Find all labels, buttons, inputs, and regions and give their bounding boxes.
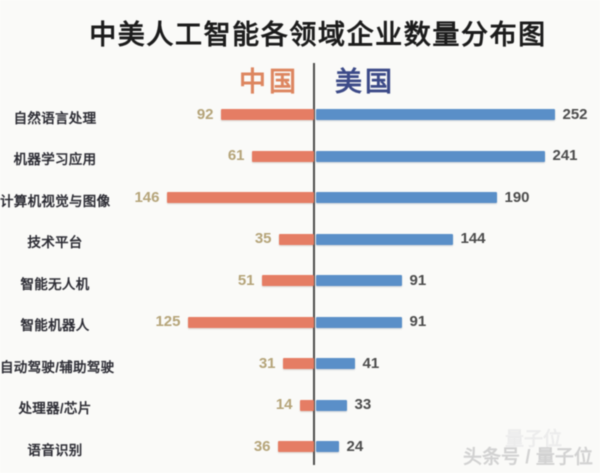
china-value-label: 35 <box>254 230 272 247</box>
usa-value-label: 190 <box>504 188 530 206</box>
watermark-ghost: 量子位 <box>505 429 563 450</box>
usa-value-label: 41 <box>362 354 380 372</box>
category-label: 自然语言处理 <box>13 110 97 126</box>
china-bar <box>251 150 314 162</box>
usa-bar <box>315 316 402 328</box>
category-label: 自动驾驶/辅助驾驶 <box>0 359 115 375</box>
usa-bar <box>315 109 555 120</box>
category-label: 智能无人机 <box>20 276 90 292</box>
usa-bar <box>315 441 339 452</box>
category-label: 语音识别 <box>27 442 83 458</box>
category-label: 处理器/芯片 <box>18 401 92 416</box>
china-bar <box>282 358 314 369</box>
china-bar <box>166 192 314 203</box>
china-bar <box>299 399 314 411</box>
usa-value-label: 241 <box>552 147 578 164</box>
usa-bar <box>315 399 347 411</box>
category-label: 技术平台 <box>27 235 83 250</box>
legend-china-label: 中国 <box>239 67 299 97</box>
category-label: 智能机器人 <box>20 318 90 333</box>
usa-value-label: 91 <box>409 271 427 289</box>
china-bar <box>261 275 314 286</box>
category-label: 机器学习应用 <box>13 152 97 167</box>
usa-bar <box>315 192 497 203</box>
category-label: 计算机视觉与图像 <box>0 193 111 209</box>
usa-value-label: 252 <box>562 105 588 123</box>
usa-value-label: 91 <box>409 313 427 330</box>
legend-usa-label: 美国 <box>335 67 395 97</box>
china-value-label: 14 <box>275 396 293 413</box>
china-value-label: 61 <box>227 147 245 164</box>
china-value-label: 146 <box>134 188 160 206</box>
china-value-label: 31 <box>258 354 276 372</box>
usa-value-label: 144 <box>460 230 486 247</box>
china-value-label: 92 <box>196 105 214 123</box>
china-bar <box>278 233 314 245</box>
usa-bar <box>315 150 545 162</box>
china-value-label: 125 <box>155 313 181 330</box>
usa-bar <box>315 358 355 369</box>
china-value-label: 51 <box>237 271 255 289</box>
usa-bar <box>315 233 453 245</box>
china-bar <box>277 441 314 452</box>
usa-bar <box>315 275 402 286</box>
usa-value-label: 24 <box>346 437 364 455</box>
china-value-label: 36 <box>253 437 271 455</box>
usa-value-label: 33 <box>354 396 372 413</box>
china-bar <box>187 316 314 328</box>
axis-line <box>312 63 315 465</box>
watermark: 头条号 / 量子位 <box>463 447 593 468</box>
china-bar <box>220 109 314 120</box>
chart-title: 中美人工智能各领域企业数量分布图 <box>89 20 547 50</box>
